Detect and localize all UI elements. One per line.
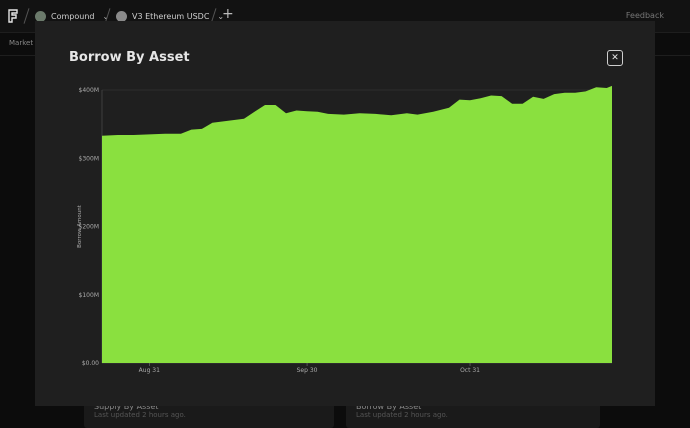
x-tick-label: Aug 31 <box>139 367 160 374</box>
ethereum-icon <box>116 10 127 22</box>
breadcrumb-market[interactable]: V3 Ethereum USDC ⌄ <box>116 8 224 24</box>
y-tick-label: $200M <box>79 224 99 231</box>
breadcrumb-separator <box>23 8 30 24</box>
subnav-market-label[interactable]: Market <box>9 39 34 47</box>
y-axis-label: Borrow Amount <box>77 204 83 248</box>
y-tick-label: $400M <box>79 87 99 94</box>
add-tab-icon[interactable]: + <box>222 6 234 22</box>
compound-logo-icon <box>35 10 46 22</box>
breadcrumb-market-label: V3 Ethereum USDC <box>132 11 210 21</box>
app-logo-icon[interactable] <box>8 9 18 23</box>
borrow-area-series <box>102 85 612 364</box>
borrow-chart: $0.00 $100M $200M $300M $400M Aug 31 Sep 30 Oc… <box>77 85 612 374</box>
chart-modal: Borrow By Asset ✕ $0.00 $100M $200M $300M $4… <box>35 21 655 406</box>
breadcrumb-protocol-label: Compound <box>51 11 95 21</box>
x-tick-label: Oct 31 <box>460 367 480 374</box>
close-button[interactable]: ✕ <box>607 50 623 66</box>
card-updated: Last updated 2 hours ago. <box>356 411 448 419</box>
card-updated: Last updated 2 hours ago. <box>94 411 186 419</box>
feedback-button[interactable]: Feedback <box>625 11 664 20</box>
y-tick-label: $300M <box>79 155 99 162</box>
chevron-down-icon: ⌄ <box>217 11 225 21</box>
modal-title: Borrow By Asset <box>69 50 190 65</box>
card-title: Supply By Asset <box>94 402 159 411</box>
card-title: Borrow By Asset <box>356 402 422 411</box>
y-tick-label: $0.00 <box>82 360 99 367</box>
x-tick-label: Sep 30 <box>297 367 318 374</box>
y-tick-label: $100M <box>79 292 99 299</box>
